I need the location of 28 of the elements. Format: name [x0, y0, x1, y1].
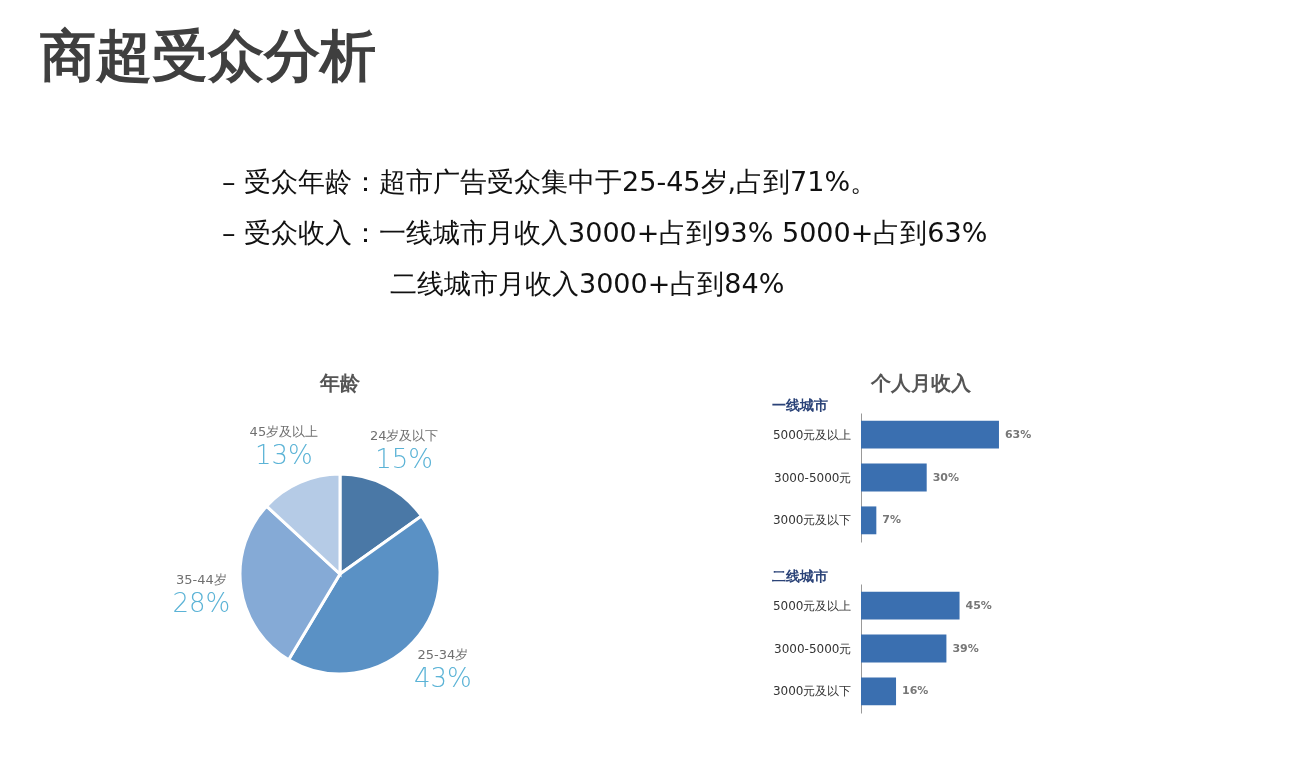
data-label: 13% — [254, 439, 313, 470]
chart-title: 年龄 — [319, 371, 361, 395]
text: 二线城市月收入3000+占到84% — [390, 268, 785, 299]
data-label: 15% — [375, 443, 434, 474]
slice-label: 45岁及以上 — [249, 423, 319, 439]
y-tick-label: 3000元及以下 — [772, 684, 852, 699]
data-label: 16% — [902, 684, 929, 698]
data-label: 45% — [965, 598, 992, 612]
y-tick-label: 3000-5000元 — [774, 641, 852, 656]
y-tick-label: 3000元及以下 — [772, 513, 852, 528]
chart-title: 个人月收入 — [870, 371, 972, 395]
data-label: 39% — [952, 641, 979, 655]
data-label: 63% — [1004, 427, 1032, 441]
data-label: 28% — [172, 587, 231, 618]
chart-subtitle: 一线城市 — [772, 397, 829, 413]
text: – 受众年龄：超市广告受众集中于25-45岁,占到71%。 — [222, 166, 878, 197]
data-label: 43% — [413, 662, 472, 693]
y-tick-label: 5000元及以上 — [772, 598, 852, 613]
data-label: 7% — [882, 513, 902, 527]
data-label: 30% — [932, 470, 960, 484]
slice-label: 24岁及以下 — [369, 427, 439, 443]
slice-label: 25-34岁 — [417, 646, 469, 662]
slice-label: 35-44岁 — [176, 571, 227, 587]
y-tick-label: 3000-5000元 — [774, 470, 852, 485]
y-tick-label: 5000元及以上 — [772, 427, 852, 442]
text: – 受众收入：一线城市月收入3000+占到93% 5000+占到63% — [222, 217, 988, 248]
chart-title: 二线城市 — [772, 568, 829, 584]
text: 商超受众分析 — [40, 23, 376, 88]
